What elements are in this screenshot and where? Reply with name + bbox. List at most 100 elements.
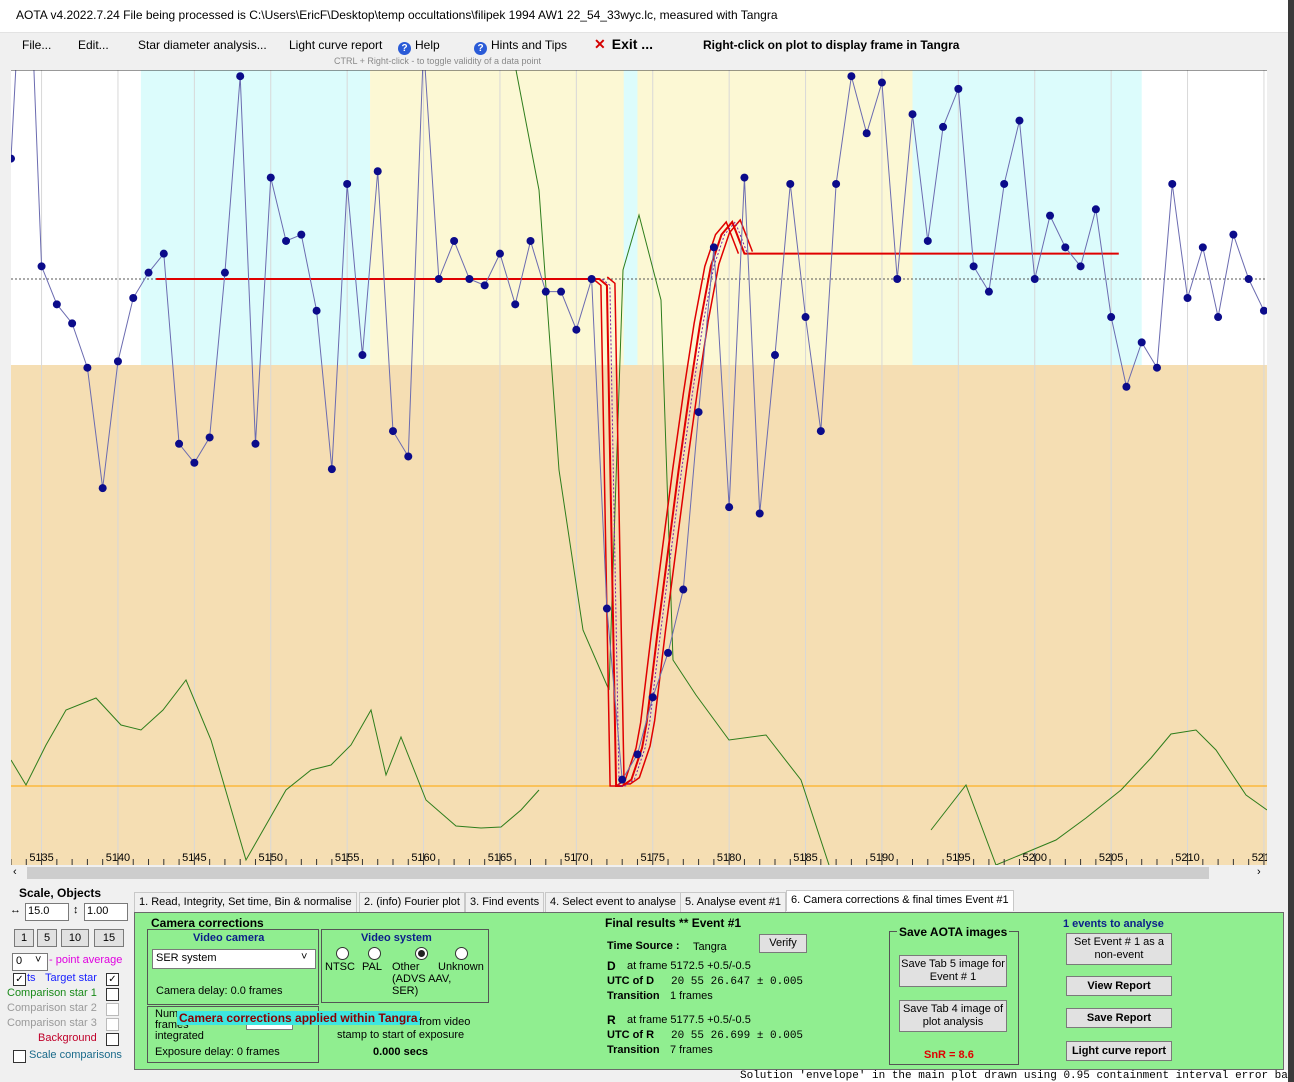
target-data-point[interactable]	[1152, 363, 1161, 372]
tab-camera-corrections[interactable]: 6. Camera corrections & final times Even…	[786, 890, 1014, 911]
target-data-point[interactable]	[1229, 230, 1238, 239]
target-data-point[interactable]	[113, 357, 122, 366]
target-data-point[interactable]	[434, 275, 443, 283]
pal-radio[interactable]	[368, 947, 381, 960]
comp2-checkbox[interactable]	[106, 1003, 119, 1016]
comp3-checkbox[interactable]	[106, 1018, 119, 1031]
zoom-10-button[interactable]: 10	[61, 929, 89, 947]
target-data-point[interactable]	[1214, 313, 1223, 322]
target-data-point[interactable]	[1168, 179, 1177, 188]
target-data-point[interactable]	[1046, 211, 1055, 220]
target-data-point[interactable]	[282, 236, 291, 245]
target-data-point[interactable]	[1244, 275, 1253, 283]
target-data-point[interactable]	[648, 693, 657, 702]
target-data-point[interactable]	[1091, 205, 1100, 214]
target-data-point[interactable]	[98, 484, 107, 493]
target-data-point[interactable]	[251, 439, 260, 448]
target-data-point[interactable]	[1030, 275, 1039, 283]
scale-v-stepper[interactable]: 1.00	[84, 903, 128, 921]
point-average-select[interactable]: 0 ˅	[12, 953, 48, 971]
target-data-point[interactable]	[709, 243, 718, 252]
target-star-checkbox[interactable]: ✓	[106, 973, 119, 986]
target-data-point[interactable]	[862, 129, 871, 138]
target-data-point[interactable]	[404, 452, 413, 461]
target-data-point[interactable]	[1000, 179, 1009, 188]
target-data-point[interactable]	[388, 427, 397, 436]
target-data-point[interactable]	[266, 173, 275, 182]
target-data-point[interactable]	[159, 249, 168, 258]
view-report-button[interactable]: View Report	[1066, 976, 1172, 996]
target-data-point[interactable]	[511, 300, 520, 309]
target-data-point[interactable]	[236, 72, 245, 81]
target-data-point[interactable]	[954, 84, 963, 93]
target-data-point[interactable]	[908, 110, 917, 119]
target-data-point[interactable]	[1015, 116, 1024, 125]
target-data-point[interactable]	[801, 313, 810, 322]
target-data-point[interactable]	[327, 465, 336, 474]
target-data-point[interactable]	[557, 287, 566, 296]
menu-exit[interactable]: ✕ Exit ...	[594, 36, 653, 52]
target-data-point[interactable]	[1076, 262, 1085, 271]
target-data-point[interactable]	[495, 249, 504, 258]
tab-analyse-event[interactable]: 5. Analyse event #1	[680, 892, 787, 912]
target-data-point[interactable]	[297, 230, 306, 239]
other-radio[interactable]	[415, 947, 428, 960]
background-checkbox[interactable]	[106, 1033, 119, 1046]
target-data-point[interactable]	[312, 306, 321, 315]
menu-help[interactable]: ? Help	[398, 38, 440, 55]
target-data-point[interactable]	[725, 503, 734, 512]
target-data-point[interactable]	[190, 458, 199, 467]
target-data-point[interactable]	[587, 275, 596, 283]
menu-star-diameter[interactable]: Star diameter analysis...	[138, 38, 267, 52]
target-data-point[interactable]	[770, 351, 779, 360]
light-curve-svg[interactable]: 5135 5140 5145 5150 5155 5160 5165 5170 5175 5180…	[7, 0, 1276, 866]
target-data-point[interactable]	[526, 236, 535, 245]
target-data-point[interactable]	[52, 300, 61, 309]
target-data-point[interactable]	[786, 179, 795, 188]
scale-h-stepper[interactable]: 15.0	[25, 903, 69, 921]
plot-points-checkbox[interactable]: ✓	[13, 973, 26, 986]
target-data-point[interactable]	[816, 427, 825, 436]
target-data-point[interactable]	[877, 78, 886, 87]
tab-find-events[interactable]: 3. Find events	[465, 892, 545, 912]
ntsc-radio[interactable]	[336, 947, 349, 960]
menu-light-curve-report[interactable]: Light curve report	[289, 38, 383, 52]
plot-scrollbar[interactable]: ‹ ›	[11, 865, 1267, 882]
tab-fourier[interactable]: 2. (info) Fourier plot	[359, 892, 465, 912]
target-data-point[interactable]	[220, 268, 229, 277]
target-data-point[interactable]	[755, 509, 764, 518]
target-data-point[interactable]	[1137, 338, 1146, 347]
target-data-point[interactable]	[1061, 243, 1070, 252]
target-data-point[interactable]	[68, 319, 77, 328]
target-data-point[interactable]	[343, 179, 352, 188]
scroll-right-icon[interactable]: ›	[1257, 866, 1261, 878]
target-data-point[interactable]	[969, 262, 978, 271]
target-data-point[interactable]	[1122, 382, 1131, 391]
save-tab5-button[interactable]: Save Tab 5 image for Event # 1	[899, 955, 1007, 987]
target-data-point[interactable]	[832, 179, 841, 188]
menu-edit[interactable]: Edit...	[78, 38, 109, 52]
target-data-point[interactable]	[893, 275, 902, 283]
target-data-point[interactable]	[1259, 306, 1268, 315]
scroll-left-icon[interactable]: ‹	[13, 866, 17, 878]
save-tab4-button[interactable]: Save Tab 4 image of plot analysis	[899, 1000, 1007, 1032]
target-data-point[interactable]	[664, 648, 673, 657]
target-data-point[interactable]	[175, 439, 184, 448]
zoom-15-button[interactable]: 15	[94, 929, 124, 947]
target-data-point[interactable]	[1107, 313, 1116, 322]
target-data-point[interactable]	[373, 167, 382, 176]
target-data-point[interactable]	[1183, 294, 1192, 303]
target-data-point[interactable]	[572, 325, 581, 334]
scroll-thumb[interactable]	[27, 867, 1209, 879]
target-data-point[interactable]	[679, 585, 688, 594]
target-data-point[interactable]	[618, 775, 627, 784]
verify-button[interactable]: Verify	[759, 934, 807, 953]
save-report-button[interactable]: Save Report	[1066, 1008, 1172, 1028]
target-data-point[interactable]	[939, 122, 948, 131]
target-data-point[interactable]	[923, 236, 932, 245]
target-data-point[interactable]	[541, 287, 550, 296]
tab-read-integrity[interactable]: 1. Read, Integrity, Set time, Bin & norm…	[134, 892, 357, 912]
target-data-point[interactable]	[1198, 243, 1207, 252]
target-data-point[interactable]	[450, 236, 459, 245]
lc-report-button[interactable]: Light curve report	[1066, 1041, 1172, 1061]
